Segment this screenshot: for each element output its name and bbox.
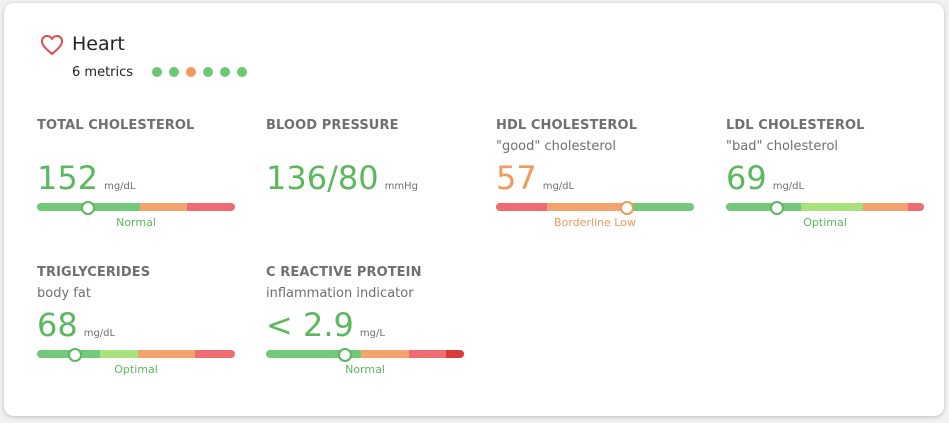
metric-c-reactive-protein[interactable]: C REACTIVE PROTEIN inflammation indicator…: [266, 265, 466, 385]
status-dot: [237, 67, 247, 77]
range-bar: [496, 203, 694, 211]
metric-unit: mg/dL: [104, 181, 136, 192]
status-dot: [186, 67, 196, 77]
range-segment: [862, 203, 909, 211]
range-segment: [496, 203, 548, 211]
range-segment: [100, 350, 138, 358]
range-bar: [726, 203, 924, 211]
range-segment: [628, 203, 694, 211]
metric-status-dots: [152, 67, 247, 77]
metric-name: BLOOD PRESSURE: [266, 118, 399, 133]
range-segment: [908, 203, 924, 211]
metric-unit: mg/dL: [772, 181, 805, 192]
metric-value: 69: [726, 159, 767, 197]
metric-subtitle: "good" cholesterol: [496, 139, 616, 154]
metric-name: HDL CHOLESTEROL: [496, 118, 638, 133]
metric-value: 136/80: [266, 159, 379, 197]
metric-hdl-cholesterol[interactable]: HDL CHOLESTEROL "good" cholesterol 57 mg/dL…: [496, 118, 696, 238]
range-segment: [195, 350, 235, 358]
metric-status-label: Optimal: [803, 216, 847, 229]
metric-blood-pressure[interactable]: BLOOD PRESSURE 136/80 mmHg: [266, 118, 466, 238]
range-marker: [619, 201, 634, 215]
metric-value-row: 68 mg/dL: [37, 303, 115, 347]
status-dot: [203, 67, 213, 77]
metric-triglycerides[interactable]: TRIGLYCERIDES body fat 68 mg/dL Optimal: [37, 265, 237, 385]
range-bar: [37, 203, 235, 211]
metric-status-label: Optimal: [114, 363, 158, 376]
metric-unit: mg/dL: [542, 181, 575, 192]
metric-name: LDL CHOLESTEROL: [726, 118, 865, 133]
metric-status-label: Normal: [345, 363, 385, 376]
metric-value-row: < 2.9 mg/L: [266, 303, 385, 347]
metric-subtitle: body fat: [37, 286, 91, 301]
metric-unit: mg/L: [359, 328, 385, 339]
metric-value-row: 152 mg/dL: [37, 156, 135, 200]
metric-subtitle: inflammation indicator: [266, 286, 414, 301]
metric-value-row: 136/80 mmHg: [266, 156, 418, 200]
metric-value: 57: [496, 159, 537, 197]
range-segment: [187, 203, 235, 211]
metric-subtitle: "bad" cholesterol: [726, 139, 839, 154]
range-marker: [67, 348, 82, 362]
metric-ldl-cholesterol[interactable]: LDL CHOLESTEROL "bad" cholesterol 69 mg/dL O…: [726, 118, 926, 238]
range-marker: [770, 201, 785, 215]
range-bar: [37, 350, 235, 358]
metric-status-label: Borderline Low: [554, 216, 636, 229]
status-dot: [169, 67, 179, 77]
range-segment: [801, 203, 863, 211]
metric-total-cholesterol[interactable]: TOTAL CHOLESTEROL 152 mg/dL Normal: [37, 118, 237, 238]
heart-card: Heart 6 metrics TOTAL CHOLESTEROL 152 mg/d…: [4, 3, 944, 416]
metric-unit: mmHg: [384, 181, 418, 192]
range-segment: [726, 203, 802, 211]
card-title: Heart: [72, 33, 125, 55]
metric-unit: mg/dL: [83, 328, 116, 339]
metric-count: 6 metrics: [72, 65, 134, 80]
range-marker: [338, 348, 353, 362]
range-marker: [81, 201, 96, 215]
metric-name: TOTAL CHOLESTEROL: [37, 118, 195, 133]
metric-value: < 2.9: [266, 306, 354, 344]
range-segment: [547, 203, 629, 211]
metric-value: 152: [37, 159, 99, 197]
range-segment: [139, 203, 188, 211]
metric-value-row: 57 mg/dL: [496, 156, 574, 200]
status-dot: [152, 67, 162, 77]
metric-value-row: 69 mg/dL: [726, 156, 804, 200]
metric-value: 68: [37, 306, 78, 344]
range-segment: [408, 350, 447, 358]
range-segment: [266, 350, 362, 358]
status-dot: [220, 67, 230, 77]
range-bar: [266, 350, 464, 358]
metric-name: C REACTIVE PROTEIN: [266, 265, 422, 280]
heart-icon: [41, 35, 63, 55]
metric-status-label: Normal: [116, 216, 156, 229]
range-segment: [446, 350, 464, 358]
metric-name: TRIGLYCERIDES: [37, 265, 151, 280]
range-segment: [137, 350, 196, 358]
range-segment: [361, 350, 409, 358]
